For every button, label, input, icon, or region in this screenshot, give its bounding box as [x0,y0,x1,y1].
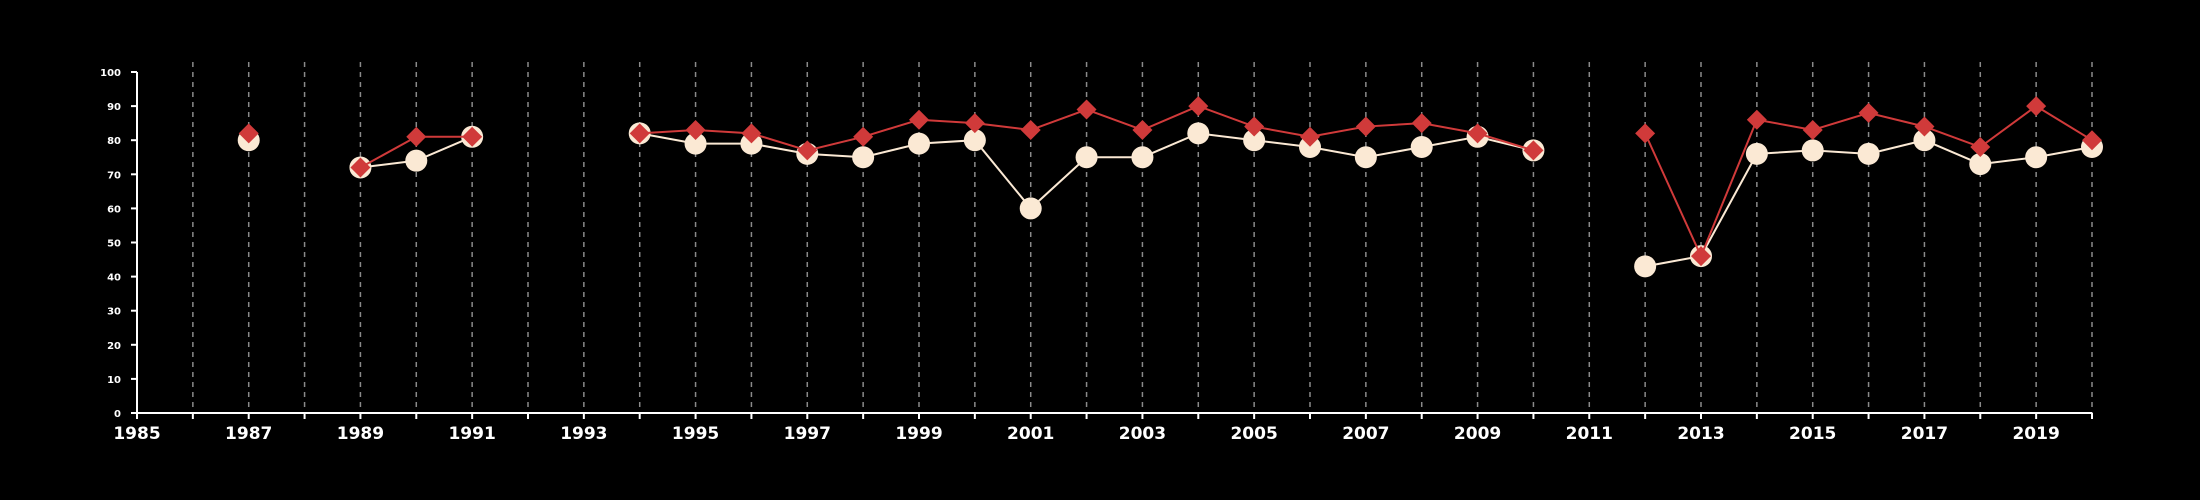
data-point-diamond [853,126,874,147]
data-point-diamond [629,123,650,144]
axes [131,71,2093,419]
data-point-circle [1243,129,1266,152]
y-tick-label: 60 [107,204,121,215]
x-tick-label: 1989 [337,424,384,444]
data-point-diamond [1802,119,1823,140]
data-point-circle [1969,153,1992,176]
data-point-circle [908,132,930,155]
data-point-diamond [797,140,818,161]
data-point-circle [1410,136,1433,159]
x-tick-label: 2015 [1789,424,1836,444]
data-point-circle [1354,146,1377,169]
data-point-diamond [1076,99,1097,120]
x-tick-label: 2013 [1677,424,1724,444]
data-point-diamond [1188,96,1209,117]
y-tick-label: 100 [100,68,121,79]
x-tick-label: 1999 [895,424,942,444]
x-tick-label: 2019 [2012,424,2059,444]
data-point-diamond [1411,113,1432,134]
y-tick-label: 10 [107,375,121,386]
x-tick-label: 2003 [1119,424,1166,444]
x-tick-label: 1985 [113,424,160,444]
data-point-circle [1857,142,1880,165]
data-point-diamond [1970,137,1991,158]
x-tick-label: 2011 [1566,424,1613,444]
y-tick-label: 0 [114,409,121,420]
data-point-diamond [1858,102,1879,123]
data-point-circle [2025,146,2048,169]
data-point-circle [1299,136,1321,159]
data-point-diamond [1467,123,1488,144]
x-tick-label: 1993 [560,424,607,444]
tick-labels: 1985 1987 1989 1991 1993 1995 1997 1999 2001 2003… [100,68,2060,444]
data-point-diamond [238,123,259,144]
data-point-diamond [1635,123,1656,144]
data-point-diamond [406,126,427,147]
x-tick-label: 2005 [1230,424,1277,444]
x-tick-label: 1995 [672,424,719,444]
data-point-circle [684,132,707,155]
x-tick-label: 2007 [1342,424,1389,444]
data-point-diamond [2026,96,2047,117]
data-point-diamond [741,123,762,144]
x-tick-label: 1991 [448,424,495,444]
data-point-diamond [2082,130,2102,151]
y-tick-label: 50 [107,239,121,250]
series-diamond [238,96,2102,267]
data-point-circle [963,129,986,152]
data-point-diamond [685,119,706,140]
data-point-diamond [1300,126,1320,147]
x-tick-label: 1987 [225,424,272,444]
y-tick-label: 90 [107,102,121,113]
data-point-circle [1019,197,1042,220]
data-point-circle [740,132,763,155]
x-tick-label: 1997 [784,424,831,444]
data-point-diamond [1914,116,1935,137]
y-tick-label: 80 [107,136,121,147]
data-point-diamond [1244,116,1265,137]
x-tick-label: 2001 [1007,424,1054,444]
y-tick-label: 70 [107,170,121,181]
x-tick-label: 2009 [1454,424,1501,444]
data-point-circle [1913,129,1936,152]
data-point-diamond [1691,246,1711,267]
gridlines [192,62,2093,413]
data-point-diamond [1746,109,1767,130]
data-point-circle [852,146,875,169]
y-tick-label: 20 [107,341,121,352]
data-point-diamond [350,157,371,178]
data-point-circle [1801,139,1824,162]
data-point-circle [1131,146,1154,169]
data-point-diamond [462,126,483,147]
y-tick-label: 40 [107,273,121,284]
data-point-diamond [964,113,985,134]
data-point-diamond [1355,116,1376,137]
y-tick-label: 30 [107,307,121,318]
series-group [237,96,2103,278]
data-point-diamond [1132,119,1153,140]
x-tick-label: 2017 [1901,424,1948,444]
data-point-diamond [909,109,929,130]
data-point-diamond [1020,119,1041,140]
series-circle [237,122,2103,278]
data-point-circle [1075,146,1098,169]
data-point-circle [1187,122,1210,145]
data-point-circle [1634,255,1657,278]
data-point-circle [1745,142,1768,165]
data-point-diamond [1523,140,1544,161]
data-point-circle [405,149,428,172]
